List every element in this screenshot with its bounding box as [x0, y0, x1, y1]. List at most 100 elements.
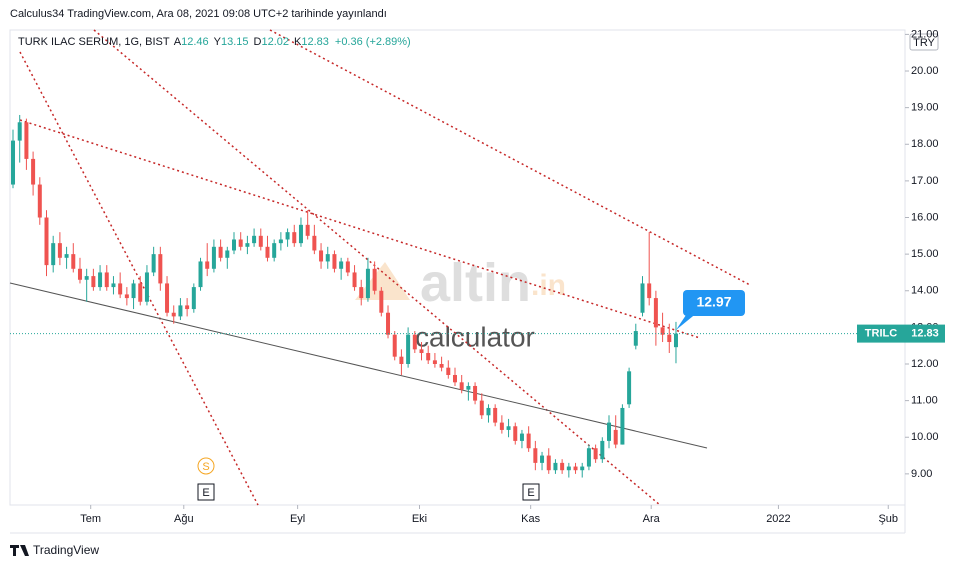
- candle-body: [426, 353, 431, 361]
- candle-body: [198, 261, 203, 288]
- legend-label: Y: [214, 36, 222, 48]
- candle-body: [365, 268, 370, 299]
- watermark-brand-suffix: .in: [531, 269, 566, 302]
- candle-body: [540, 455, 545, 463]
- watermark-brand: altin.in: [420, 253, 566, 313]
- candle-body: [91, 276, 96, 288]
- x-tick-label: Tem: [80, 513, 101, 525]
- candle-body: [292, 232, 297, 244]
- candle-body: [225, 250, 230, 258]
- candle-body: [104, 272, 109, 288]
- event-label: S: [202, 461, 209, 473]
- x-tick-label: Kas: [521, 513, 540, 525]
- candle-body: [205, 261, 210, 269]
- y-tick-label: 15.00: [911, 248, 939, 260]
- candles: [10, 114, 905, 478]
- candle-body: [647, 283, 652, 299]
- candle-body: [600, 440, 605, 460]
- y-tick-label: 17.00: [911, 175, 939, 187]
- support-line: [9, 282, 708, 449]
- candle-body: [406, 334, 411, 365]
- candle-body: [185, 305, 190, 310]
- candle-body: [24, 122, 29, 159]
- candle-body: [432, 360, 437, 365]
- y-tick-label: 21.00: [911, 28, 939, 40]
- candle-body: [553, 462, 558, 471]
- event-marker[interactable]: [522, 483, 540, 501]
- candle-body: [359, 287, 364, 299]
- candle-body: [640, 283, 645, 313]
- candle-body: [211, 246, 216, 269]
- candle-body: [319, 250, 324, 262]
- footer-logo: [10, 545, 29, 556]
- candle-body: [51, 243, 56, 266]
- candle-body: [627, 371, 632, 405]
- event-marker[interactable]: [197, 483, 215, 501]
- price-label: 12.83: [911, 328, 939, 340]
- event-label: E: [202, 487, 209, 499]
- candle-body: [352, 272, 357, 288]
- candle-body: [37, 184, 42, 218]
- trend-line: [93, 29, 661, 506]
- callout-text: 12.97: [696, 294, 731, 310]
- candle-body: [131, 283, 136, 299]
- currency-box: [909, 33, 939, 51]
- symbol-tag: [857, 324, 905, 343]
- candle-body: [372, 268, 377, 291]
- x-tick-label: Ara: [643, 513, 661, 525]
- x-tick-label: Eki: [412, 513, 427, 525]
- y-tick-label: 20.00: [911, 65, 939, 77]
- candle-body: [560, 462, 565, 471]
- candle-body: [31, 158, 36, 185]
- candle-body: [493, 407, 498, 423]
- candle-body: [607, 422, 612, 441]
- legend-value: 13.15: [221, 36, 249, 48]
- candle-body: [151, 254, 156, 273]
- candle-body: [191, 287, 196, 310]
- candle-body: [138, 283, 143, 302]
- candle-body: [245, 243, 250, 247]
- candle-body: [57, 243, 62, 258]
- candle-body: [305, 224, 310, 236]
- x-tick-label: 2022: [766, 513, 790, 525]
- callout: 12.97: [676, 290, 745, 330]
- candle-body: [667, 334, 672, 343]
- candle-body: [586, 448, 591, 467]
- candle-body: [452, 374, 457, 383]
- candle-body: [506, 426, 511, 430]
- candle-body: [653, 298, 658, 328]
- candle-body: [513, 426, 518, 441]
- candle-body: [118, 283, 123, 295]
- candle-body: [412, 334, 417, 350]
- price-tag: [905, 324, 945, 343]
- candle-body: [633, 331, 638, 346]
- candle-body: [339, 261, 344, 269]
- callout-box: [683, 290, 745, 316]
- legend: TURK ILAC SERUM, 1G, BIST A12.46 Y13.15 D12…: [18, 36, 411, 48]
- candle-body: [17, 122, 22, 141]
- candle-body: [252, 235, 257, 244]
- candle-body: [298, 224, 303, 244]
- candle-body: [399, 356, 404, 365]
- trend-line: [19, 51, 259, 506]
- event-marker[interactable]: [197, 457, 215, 475]
- legend-value: 12.83: [301, 36, 329, 48]
- y-tick-label: 19.00: [911, 102, 939, 114]
- candle-body: [580, 466, 585, 471]
- candle-body: [258, 235, 263, 247]
- y-tick-label: 12.00: [911, 358, 939, 370]
- legend-value: 12.02: [261, 36, 289, 48]
- candle-body: [546, 455, 551, 471]
- candle-body: [238, 239, 243, 247]
- candle-body: [379, 290, 384, 313]
- legend-label: D: [254, 36, 262, 48]
- candle-body: [499, 422, 504, 430]
- candle-body: [332, 254, 337, 269]
- candle-body: [573, 466, 578, 471]
- candle-body: [486, 407, 491, 416]
- y-tick-label: 14.00: [911, 285, 939, 297]
- watermark: altin.in: [355, 253, 566, 313]
- footer: TradingView: [33, 543, 99, 557]
- candle-body: [84, 276, 89, 280]
